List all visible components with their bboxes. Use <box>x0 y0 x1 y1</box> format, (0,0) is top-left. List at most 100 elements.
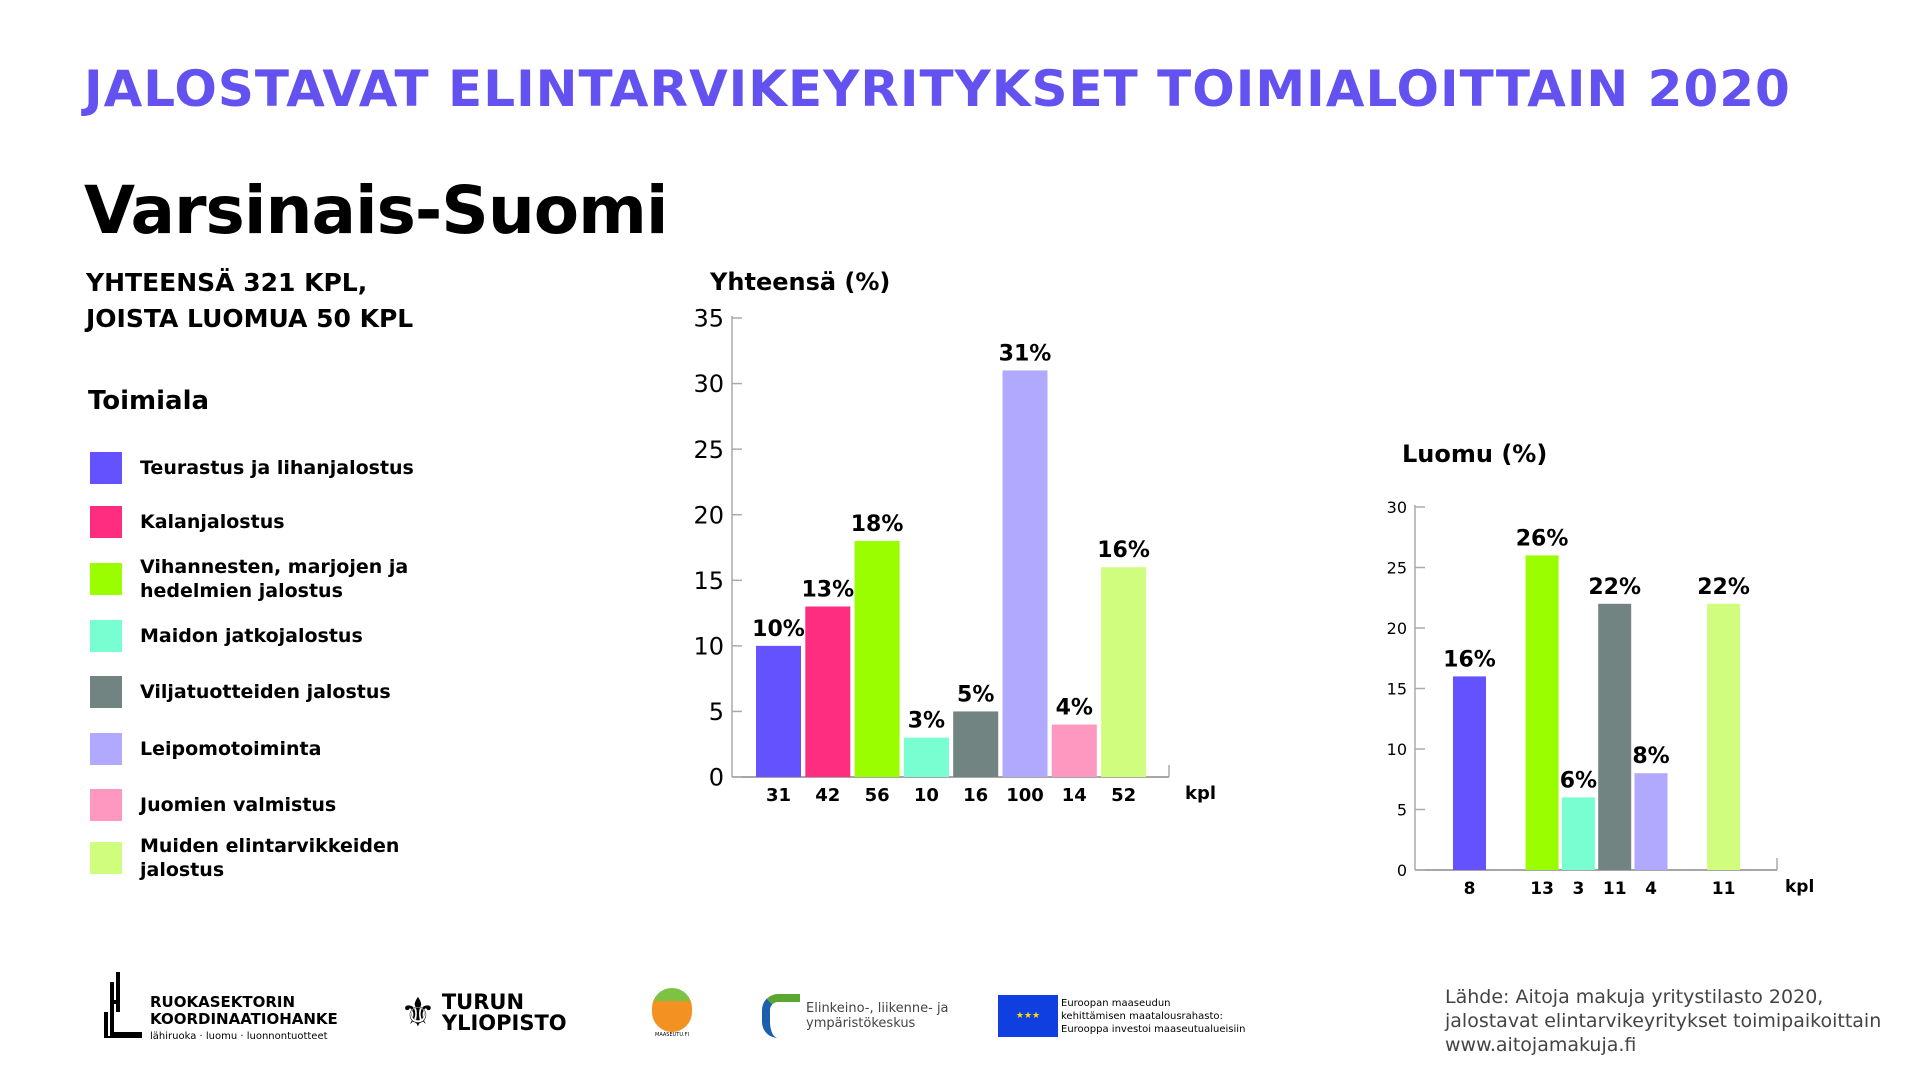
source-note: Lähde: Aitoja makuja yritystilasto 2020,… <box>1445 985 1881 1057</box>
legend-swatch <box>90 452 122 484</box>
summary-organic: JOISTA LUOMUA 50 KPL <box>86 304 414 333</box>
logo1-line2: KOORDINAATIOHANKE <box>150 1010 338 1028</box>
y-tick-label: 5 <box>709 698 724 726</box>
bar <box>1453 676 1486 870</box>
x-tick-label: 16 <box>963 785 988 806</box>
eu-flag-icon: ★★★ <box>998 995 1058 1037</box>
logo2-line2: YLIOPISTO <box>441 1011 567 1035</box>
legend-item: Vihannesten, marjojen ja hedelmien jalos… <box>90 555 430 603</box>
bar <box>1002 370 1048 777</box>
bar-value-label: 22% <box>1697 575 1750 600</box>
bar <box>1598 603 1632 870</box>
y-tick-label: 30 <box>1387 498 1407 517</box>
logo5-line3: Eurooppa investoi maaseutualueisiin <box>1061 1023 1246 1035</box>
bar-value-label: 22% <box>1588 575 1641 600</box>
bar-value-label: 4% <box>1056 696 1093 721</box>
logo-turun-yliopisto: ⚜ TURUN YLIOPISTO <box>400 990 567 1036</box>
legend-item: Leipomotoiminta <box>90 733 430 765</box>
bar <box>1101 567 1147 777</box>
y-tick-label: 15 <box>693 567 724 595</box>
bar <box>854 540 900 777</box>
legend-swatch <box>90 842 122 874</box>
bar-value-label: 13% <box>801 578 854 603</box>
legend-label: Leipomotoiminta <box>140 738 322 760</box>
y-tick-label: 10 <box>1387 740 1407 759</box>
region-title: Varsinais-Suomi <box>84 172 669 249</box>
bar <box>903 737 949 777</box>
y-tick-label: 10 <box>693 632 724 660</box>
x-tick-label: 14 <box>1062 785 1087 806</box>
bar-value-label: 3% <box>908 709 945 734</box>
legend-title: Toimiala <box>88 386 210 416</box>
legend-label: Juomien valmistus <box>140 794 337 816</box>
logo5-line1: Euroopan maaseudun <box>1061 997 1171 1009</box>
y-tick-label: 30 <box>693 370 724 398</box>
x-tick-label: 13 <box>1530 879 1554 899</box>
y-tick-label: 5 <box>1397 800 1407 819</box>
y-tick-label: 25 <box>693 436 724 464</box>
source-line3: www.aitojamakuja.fi <box>1445 1034 1637 1056</box>
y-tick-label: 0 <box>709 764 724 792</box>
bar <box>805 606 851 777</box>
x-unit-label: kpl <box>1785 877 1814 897</box>
legend-label: Maidon jatkojalostus <box>140 625 363 647</box>
x-tick-label: 11 <box>1712 879 1736 899</box>
legend-swatch <box>90 733 122 765</box>
bar-value-label: 31% <box>999 341 1052 366</box>
bar <box>1525 555 1559 870</box>
x-tick-label: 52 <box>1111 785 1136 806</box>
bar-value-label: 26% <box>1516 526 1569 551</box>
page-title: JALOSTAVAT ELINTARVIKEYRITYKSET TOIMIALO… <box>84 60 1791 118</box>
y-tick-label: 20 <box>693 501 724 529</box>
source-line2: jalostavat elintarvikeyritykset toimipai… <box>1445 1010 1882 1032</box>
bar <box>1634 773 1668 870</box>
y-tick-label: 15 <box>1387 679 1407 698</box>
x-unit-label: kpl <box>1185 783 1216 804</box>
bar-value-label: 16% <box>1443 647 1496 672</box>
legend-item: Juomien valmistus <box>90 789 430 821</box>
legend-swatch <box>90 789 122 821</box>
legend-label: Muiden elintarvikkeiden jalostus <box>140 835 400 881</box>
logo-ely: Elinkeino-, liikenne- ja ympäristökeskus <box>762 994 949 1038</box>
x-tick-label: 4 <box>1645 879 1657 899</box>
legend-label: Vihannesten, marjojen ja hedelmien jalos… <box>140 556 409 602</box>
y-tick-label: 25 <box>1387 558 1407 577</box>
source-line1: Lähde: Aitoja makuja yritystilasto 2020, <box>1445 986 1824 1008</box>
fork-logo-icon <box>104 972 142 1038</box>
legend-swatch <box>90 563 122 595</box>
logo-eu: ★★★ Euroopan maaseudun kehittämisen maat… <box>998 995 1245 1037</box>
y-tick-label: 0 <box>1397 861 1407 880</box>
logo4-line1: Elinkeino-, liikenne- ja <box>806 1001 949 1016</box>
x-tick-label: 42 <box>815 785 840 806</box>
ely-logo-icon <box>762 994 800 1038</box>
x-tick-label: 31 <box>766 785 791 806</box>
legend-swatch <box>90 676 122 708</box>
legend-label: Kalanjalostus <box>140 511 285 533</box>
legend-label: Viljatuotteiden jalostus <box>140 681 391 703</box>
logo1-line3: lähiruoka · luomu · luonnontuotteet <box>150 1031 328 1042</box>
logo5-line2: kehittämisen maatalousrahasto: <box>1061 1010 1223 1022</box>
legend-item: Viljatuotteiden jalostus <box>90 676 430 708</box>
logo2-line1: TURUN <box>441 990 525 1014</box>
chart-title-organic: Luomu (%) <box>1402 440 1548 468</box>
x-tick-label: 10 <box>914 785 939 806</box>
bar <box>756 645 801 777</box>
bar-value-label: 5% <box>957 682 994 707</box>
logo3-text: MAASEUTU.FI <box>655 1032 689 1038</box>
bar-value-label: 8% <box>1632 744 1669 769</box>
torch-logo-icon: ⚜ <box>400 990 436 1036</box>
bar-value-label: 6% <box>1560 768 1597 793</box>
logo1-line1: RUOKASEKTORIN <box>150 993 296 1011</box>
legend-item: Kalanjalostus <box>90 506 430 538</box>
bar <box>1051 724 1097 777</box>
bar <box>1707 603 1741 870</box>
bar-value-label: 10% <box>752 617 805 642</box>
y-tick-label: 35 <box>693 305 724 333</box>
logo4-line2: ympäristökeskus <box>806 1016 916 1031</box>
x-tick-label: 56 <box>865 785 890 806</box>
logo-maaseutu: MAASEUTU.FI <box>652 988 692 1038</box>
legend-swatch <box>90 506 122 538</box>
maaseutu-logo-icon <box>652 988 692 1032</box>
summary-total: YHTEENSÄ 321 KPL, <box>86 268 368 297</box>
